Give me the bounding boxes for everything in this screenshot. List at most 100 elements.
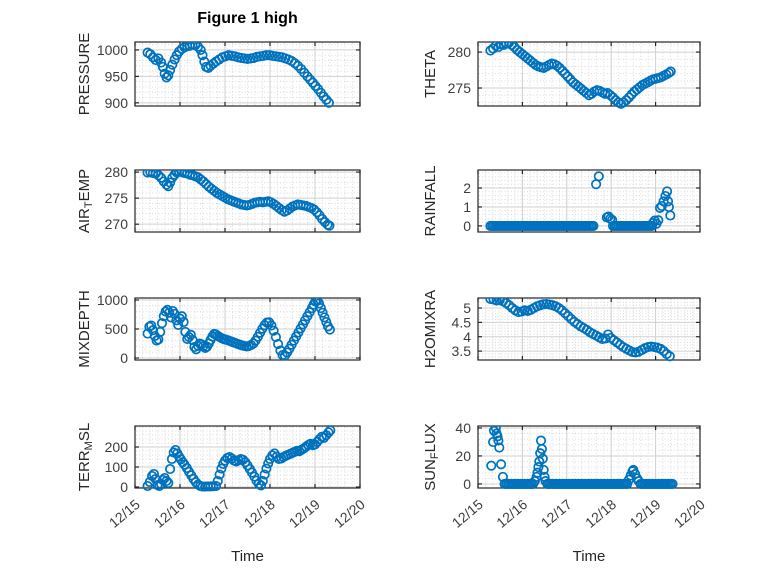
data-point — [198, 176, 209, 187]
data-series-SUN_FLUX — [486, 426, 678, 489]
y-tick-label: 4 — [463, 329, 471, 345]
tick-marks — [134, 42, 361, 106]
x-tick-label: 12/15 — [106, 496, 143, 531]
data-point — [656, 200, 667, 212]
data-point — [663, 67, 674, 78]
subplot-H2OMIXRA: 3.544.55 H2OMIXRA — [422, 290, 701, 368]
data-point — [554, 62, 565, 73]
x-axis-label-left: Time — [231, 548, 264, 565]
subplot-SUN_FLUX: 0 20 40 SUNFLUX 12/15 12/16 12/17 12/18 12/19 12/… — [422, 420, 708, 531]
y-axis-label-AIR_TEMP: AIRTEMP — [76, 169, 95, 233]
data-point — [647, 218, 658, 229]
data-point — [665, 210, 676, 221]
data-point — [488, 43, 499, 54]
data-point — [563, 311, 574, 322]
data-series-RAINFALL — [485, 171, 676, 231]
x-tick-label: 12/17 — [196, 496, 233, 531]
y-tick-label: 280 — [448, 44, 472, 60]
tick-marks — [477, 298, 701, 360]
data-point — [248, 338, 259, 349]
y-tick-label: 5 — [463, 300, 471, 316]
data-point — [167, 59, 178, 70]
data-point — [259, 469, 270, 480]
y-tick-label: 270 — [105, 216, 129, 232]
data-point — [145, 49, 156, 60]
data-point — [496, 459, 507, 470]
tick-marks — [134, 426, 361, 488]
data-point — [324, 324, 335, 335]
y-tick-label: 0 — [463, 218, 471, 234]
subplot-RAINFALL: 0 1 2 RAINFALL — [422, 166, 701, 237]
y-tick-label: 200 — [105, 439, 129, 455]
data-point — [292, 60, 303, 71]
y-tick-label: 500 — [105, 321, 129, 337]
y-tick-label: 275 — [448, 80, 472, 96]
data-point — [565, 74, 576, 85]
data-point — [185, 329, 196, 340]
data-point — [623, 92, 635, 103]
y-tick-label: 280 — [105, 164, 129, 180]
data-point — [195, 44, 206, 55]
data-point — [492, 431, 503, 442]
data-point — [504, 300, 515, 311]
data-point — [491, 298, 502, 306]
data-point — [163, 70, 174, 81]
data-point — [147, 325, 159, 336]
subplot-TERR_MSL: 0 100 200 TERRMSL 12/15 12/16 12/17 12/18 12/19 1… — [76, 423, 368, 531]
data-point — [621, 95, 632, 106]
plot-box — [134, 41, 361, 107]
data-point — [156, 318, 168, 329]
data-point — [161, 475, 172, 487]
data-series-THETA — [485, 42, 676, 109]
y-tick-label: 0 — [120, 350, 128, 366]
x-tick-label: 12/18 — [241, 496, 278, 531]
data-point — [497, 471, 508, 482]
data-point — [605, 90, 616, 101]
y-tick-label: 1000 — [97, 292, 128, 308]
data-point — [506, 42, 517, 50]
data-point — [540, 476, 551, 487]
data-point — [559, 308, 571, 319]
data-point — [556, 305, 567, 316]
y-tick-label: 20 — [455, 448, 471, 464]
data-point — [535, 435, 547, 446]
data-point — [317, 213, 328, 225]
data-series-MIXDEPTH — [142, 298, 335, 361]
plot-box — [134, 425, 361, 489]
y-axis-label-MIXDEPTH: MIXDEPTH — [76, 290, 93, 368]
data-point — [319, 312, 330, 323]
y-tick-label: 1 — [463, 199, 471, 215]
y-axis-label-PRESSURE: PRESSURE — [76, 33, 93, 116]
data-point — [664, 351, 675, 362]
data-point — [151, 335, 162, 346]
data-point — [173, 319, 184, 330]
x-tick-label: 12/16 — [151, 496, 188, 531]
data-point — [493, 42, 504, 53]
data-point — [323, 97, 334, 108]
data-point — [317, 307, 328, 318]
data-point — [607, 92, 619, 103]
y-axis-label-RAINFALL: RAINFALL — [422, 166, 439, 237]
data-point — [309, 204, 320, 215]
data-point — [551, 60, 563, 71]
y-tick-label: 3.5 — [452, 343, 472, 359]
data-point — [257, 475, 268, 487]
y-tick-label: 1000 — [97, 42, 128, 58]
data-point — [593, 171, 604, 182]
x-tick-label: 12/16 — [493, 496, 530, 531]
y-tick-label: 950 — [105, 68, 129, 84]
data-point — [539, 471, 550, 482]
data-point — [665, 66, 676, 77]
y-tick-label: 0 — [120, 479, 128, 495]
data-point — [273, 339, 284, 350]
data-point — [536, 443, 547, 455]
x-tick-label: 12/15 — [449, 496, 486, 531]
x-tick-label: 12/18 — [582, 496, 619, 531]
data-point — [323, 427, 334, 438]
data-point — [607, 214, 618, 225]
y-tick-label: 900 — [105, 95, 129, 111]
